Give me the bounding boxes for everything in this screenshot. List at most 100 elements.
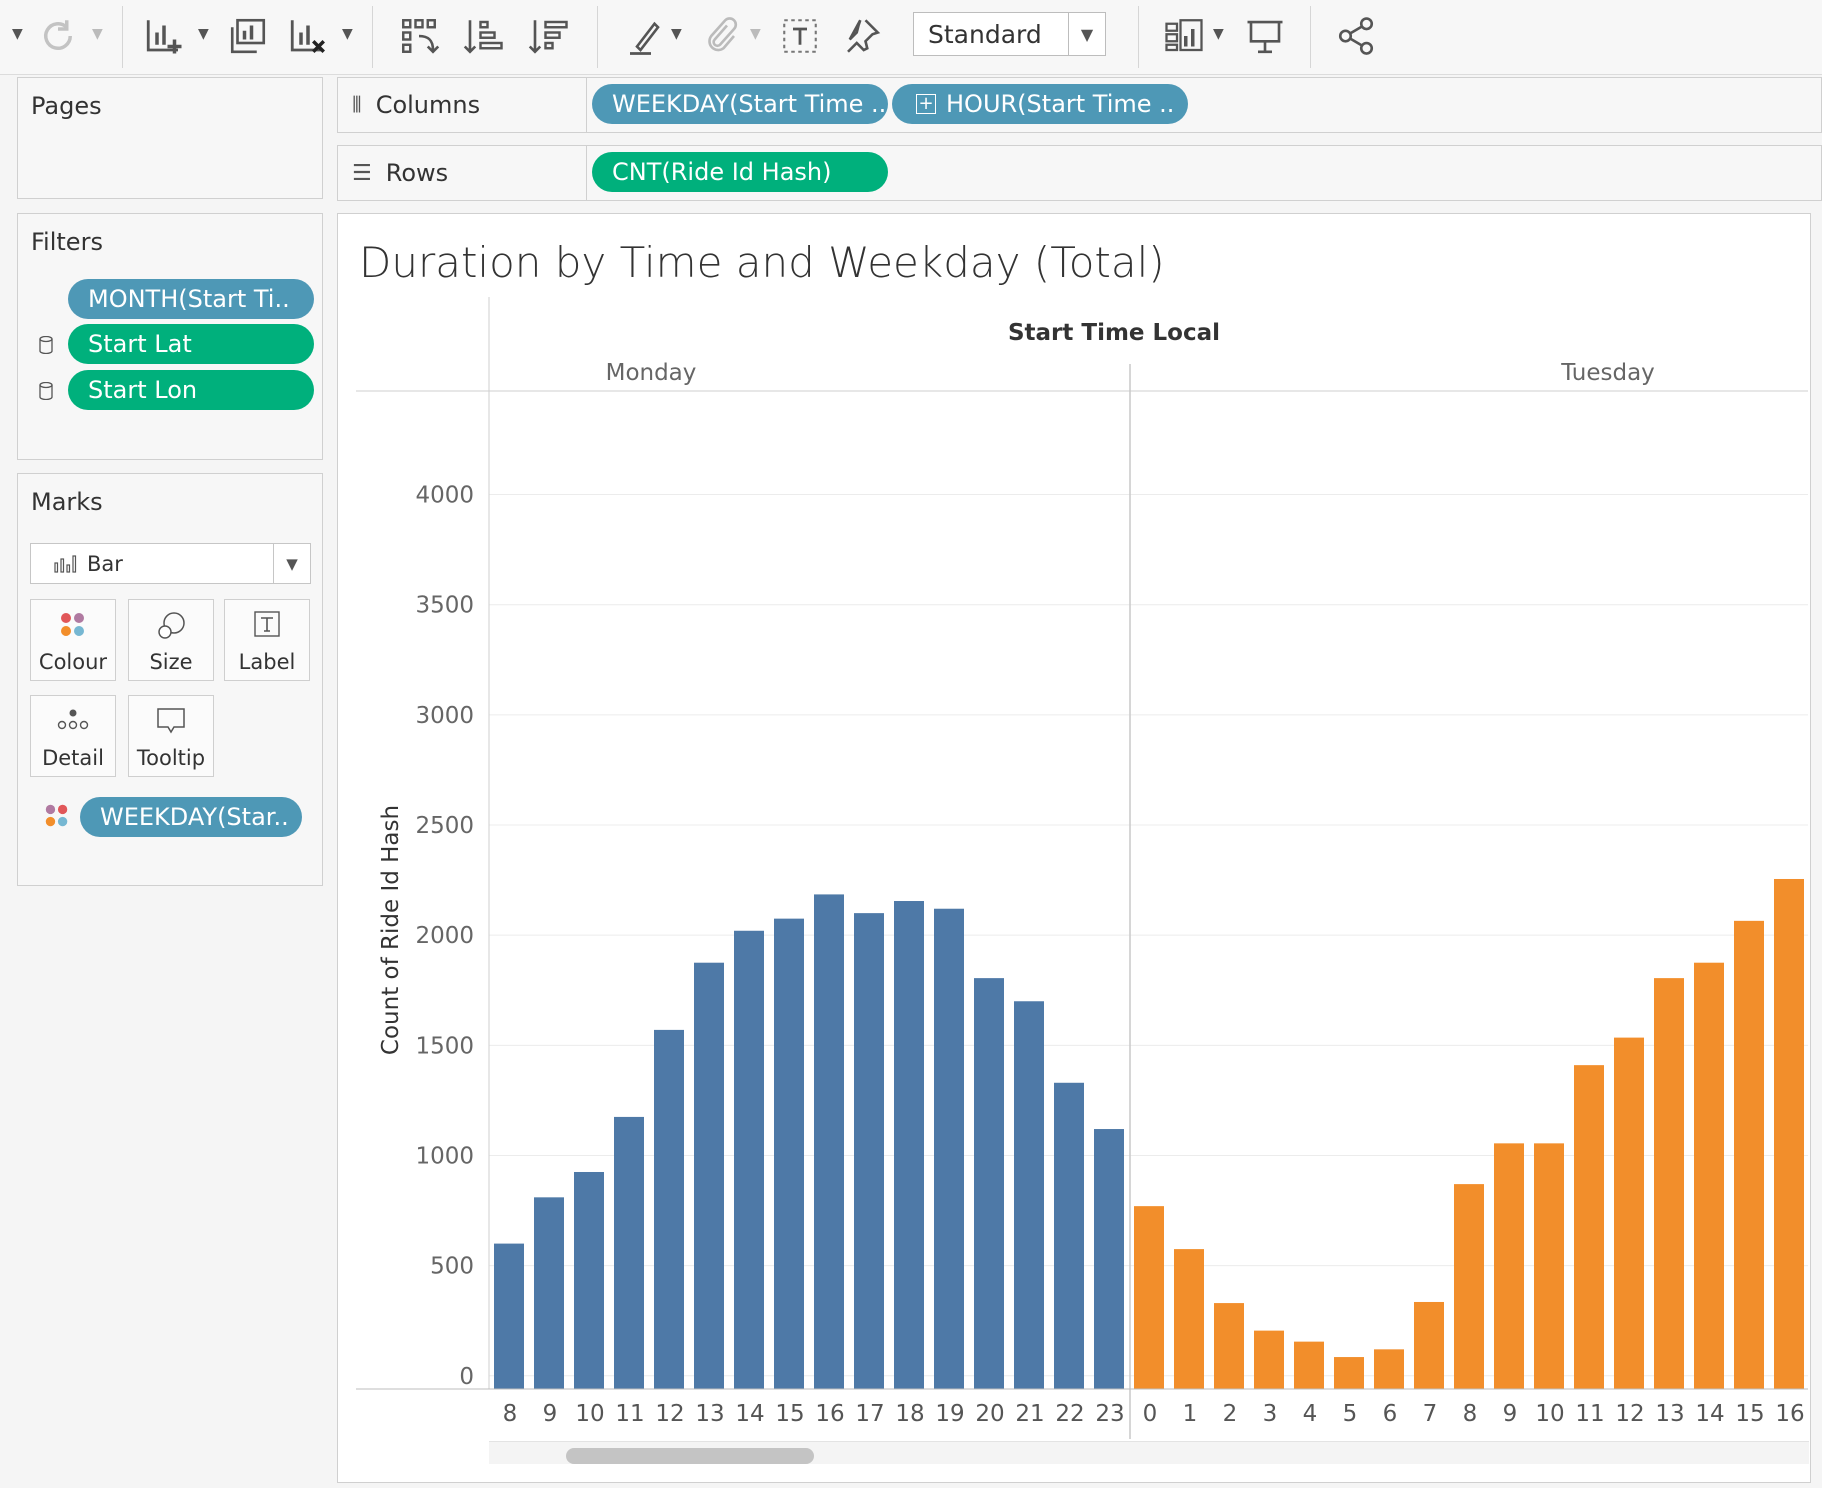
rows-pill-count[interactable]: CNT(Ride Id Hash) xyxy=(592,152,888,192)
x-tick-label: 12 xyxy=(655,1401,684,1427)
y-tick-label: 1500 xyxy=(415,1033,474,1059)
toolbar-divider xyxy=(1310,6,1311,68)
bar-tuesday-13 xyxy=(1654,978,1684,1389)
rows-icon: ☰ xyxy=(352,160,372,186)
x-tick-label: 14 xyxy=(1695,1401,1724,1427)
caret-down-icon[interactable]: ▼ xyxy=(12,26,23,42)
text-label-icon xyxy=(254,611,280,637)
x-tick-label: 17 xyxy=(855,1401,884,1427)
share-icon[interactable] xyxy=(1332,12,1380,60)
y-tick-label: 3500 xyxy=(415,593,474,619)
fit-select[interactable]: Standard ▼ xyxy=(913,12,1106,56)
x-tick-label: 14 xyxy=(735,1401,764,1427)
bar-monday-19 xyxy=(934,908,964,1389)
bar-monday-14 xyxy=(734,930,764,1389)
sort-asc-icon[interactable] xyxy=(460,12,508,60)
y-tick-label: 0 xyxy=(459,1364,474,1390)
caret-down-icon[interactable]: ▼ xyxy=(198,26,209,42)
presentation-icon[interactable] xyxy=(1241,12,1289,60)
y-tick-label: 4000 xyxy=(415,483,474,509)
column-header-title: Start Time Local xyxy=(1008,320,1220,346)
x-tick-label: 9 xyxy=(543,1401,558,1427)
pages-panel[interactable]: Pages xyxy=(17,77,323,199)
x-tick-label: 23 xyxy=(1095,1401,1124,1427)
pin-icon[interactable] xyxy=(838,12,886,60)
y-tick-label: 2500 xyxy=(415,813,474,839)
x-tick-label: 3 xyxy=(1263,1401,1278,1427)
filter-pill-month[interactable]: MONTH(Start Ti.. xyxy=(68,279,314,319)
chart-view[interactable]: Duration by Time and Weekday (Total) Sta… xyxy=(337,213,1811,1483)
columns-label: Columns xyxy=(375,91,481,119)
label-button[interactable]: Label xyxy=(224,599,310,681)
label-icon[interactable] xyxy=(776,12,824,60)
caret-down-icon[interactable]: ▼ xyxy=(1213,26,1224,42)
columns-pill-weekday[interactable]: WEEKDAY(Start Time .. xyxy=(592,84,888,124)
horizontal-scrollbar[interactable] xyxy=(489,1441,1809,1464)
filters-title: Filters xyxy=(31,228,103,256)
colour-pill-weekday[interactable]: WEEKDAY(Star.. xyxy=(80,797,302,837)
show-me-icon[interactable] xyxy=(1160,12,1208,60)
bar-monday-10 xyxy=(574,1171,604,1389)
expand-icon[interactable]: + xyxy=(916,94,936,114)
x-tick-label: 15 xyxy=(1735,1401,1764,1427)
bar-monday-21 xyxy=(1014,1001,1044,1389)
filter-pill-start-lon[interactable]: Start Lon xyxy=(68,370,314,410)
x-tick-label: 8 xyxy=(1463,1401,1478,1427)
caret-down-icon[interactable]: ▼ xyxy=(342,26,353,42)
pane-header-tuesday: Tuesday xyxy=(1560,360,1655,386)
x-tick-label: 1 xyxy=(1183,1401,1198,1427)
highlight-icon[interactable] xyxy=(620,12,668,60)
bar-tuesday-8 xyxy=(1454,1184,1484,1389)
tooltip-button[interactable]: Tooltip xyxy=(128,695,214,777)
x-tick-label: 9 xyxy=(1503,1401,1518,1427)
bar-monday-13 xyxy=(694,962,724,1389)
columns-pill-hour[interactable]: + HOUR(Start Time .. xyxy=(892,84,1188,124)
colour-button[interactable]: Colour xyxy=(30,599,116,681)
filter-pill-start-lat[interactable]: Start Lat xyxy=(68,324,314,364)
bar-monday-12 xyxy=(654,1029,684,1389)
database-icon xyxy=(39,336,53,354)
size-icon xyxy=(158,612,185,639)
marks-title: Marks xyxy=(31,488,103,516)
y-tick-label: 2000 xyxy=(415,923,474,949)
bar-tuesday-0 xyxy=(1134,1206,1164,1389)
bar-tuesday-4 xyxy=(1294,1341,1324,1389)
new-worksheet-icon[interactable] xyxy=(140,12,188,60)
sort-desc-icon[interactable] xyxy=(525,12,573,60)
bar-monday-22 xyxy=(1054,1082,1084,1389)
duplicate-sheet-icon[interactable] xyxy=(224,12,272,60)
pages-title: Pages xyxy=(31,92,102,120)
label-label: Label xyxy=(238,650,296,674)
caret-down-icon[interactable]: ▼ xyxy=(750,26,761,42)
bar-tuesday-11 xyxy=(1574,1065,1604,1389)
rows-label: Rows xyxy=(385,159,449,187)
chart-title: Duration by Time and Weekday (Total) xyxy=(359,238,1165,287)
bar-monday-16 xyxy=(814,894,844,1389)
detail-label: Detail xyxy=(42,746,104,770)
chevron-down-icon: ▼ xyxy=(273,544,310,583)
x-tick-label: 2 xyxy=(1223,1401,1238,1427)
refresh-icon[interactable] xyxy=(34,12,82,60)
rows-shelf[interactable]: ☰ Rows xyxy=(337,145,1822,201)
detail-button[interactable]: Detail xyxy=(30,695,116,777)
scrollbar-thumb[interactable] xyxy=(566,1448,815,1464)
mark-type-select[interactable]: Bar ▼ xyxy=(30,543,311,584)
group-icon[interactable] xyxy=(696,12,744,60)
bar-monday-20 xyxy=(974,978,1004,1389)
swap-icon[interactable] xyxy=(395,12,443,60)
pane-header-monday: Monday xyxy=(606,360,697,386)
clear-sheet-icon[interactable] xyxy=(284,12,332,60)
tooltip-label: Tooltip xyxy=(136,746,206,770)
bar-chart[interactable]: Start Time Local 0 500 1000 1500 2000 2500 3000… xyxy=(338,214,1810,1482)
colour-icon xyxy=(61,613,84,636)
size-button[interactable]: Size xyxy=(128,599,214,681)
caret-down-icon[interactable]: ▼ xyxy=(671,26,682,42)
detail-icon xyxy=(57,709,89,730)
bar-monday-23 xyxy=(1094,1129,1124,1389)
bar-tuesday-15 xyxy=(1734,920,1764,1389)
database-icon xyxy=(39,382,53,400)
bar-monday-17 xyxy=(854,913,884,1389)
caret-down-icon[interactable]: ▼ xyxy=(92,26,103,42)
y-tick-label: 500 xyxy=(430,1254,474,1280)
x-tick-label: 16 xyxy=(815,1401,844,1427)
